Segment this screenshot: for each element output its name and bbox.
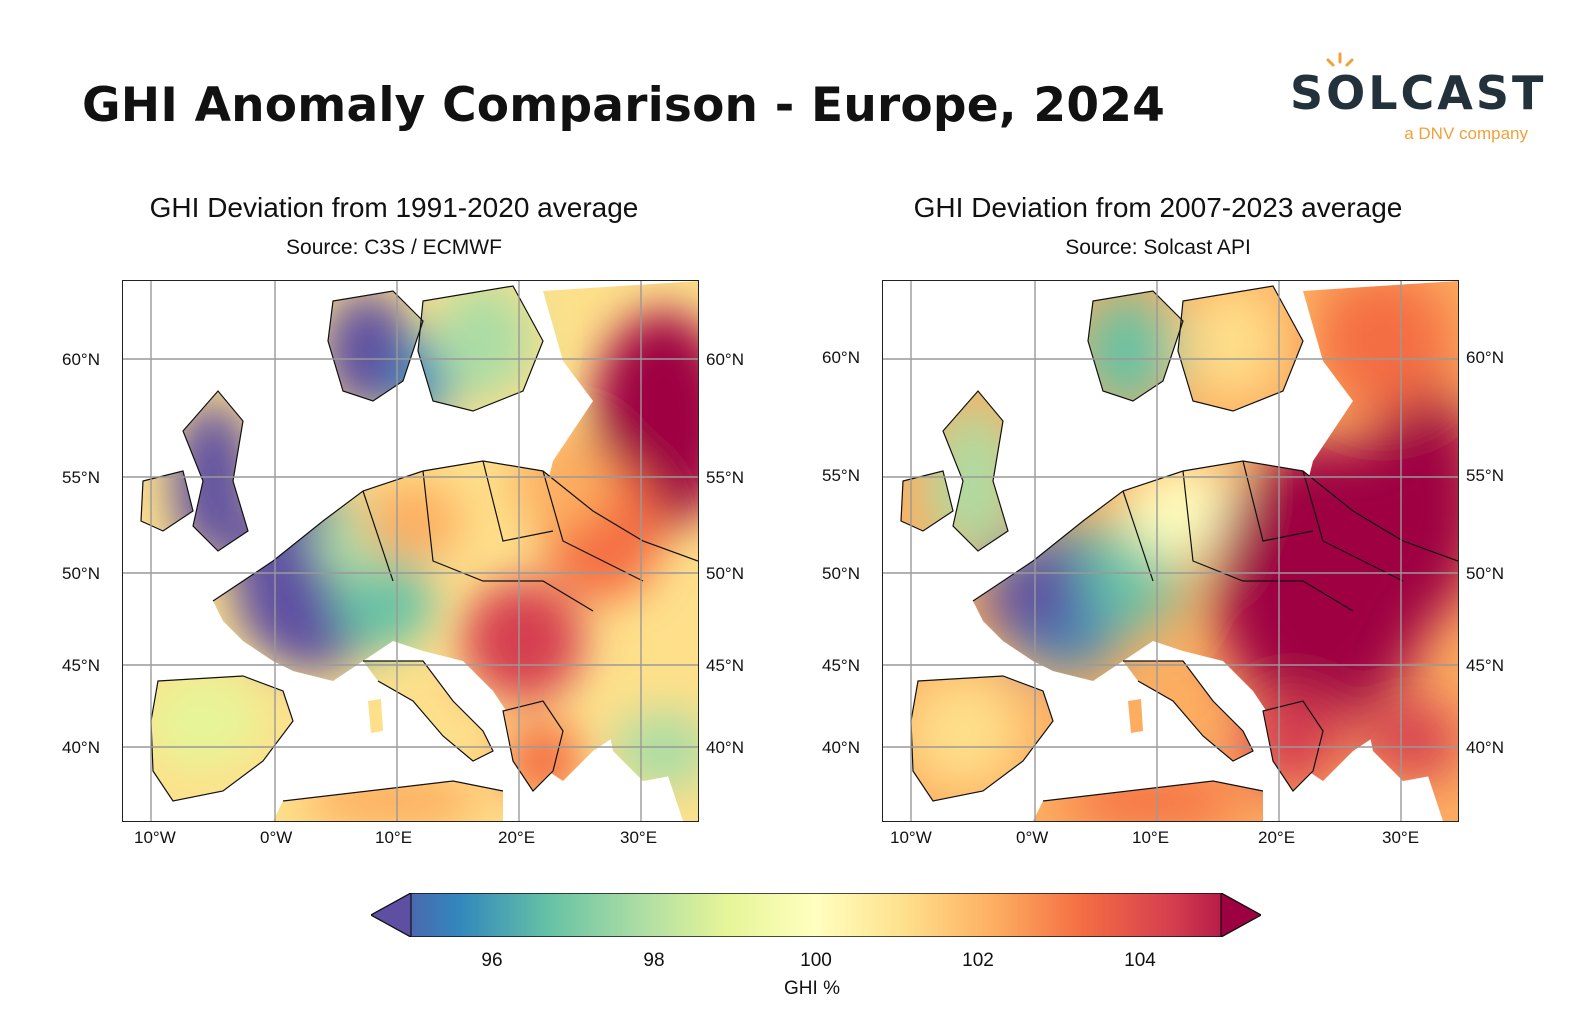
- lat-tick-right: 60°N: [706, 350, 744, 369]
- lat-tick-right: 55°N: [706, 468, 744, 487]
- lat-tick-right: 45°N: [706, 656, 744, 675]
- panel-2-subtitle: Source: Solcast API: [1065, 236, 1251, 259]
- lat-tick-right: 60°N: [1466, 348, 1504, 367]
- lon-tick: 0°W: [1016, 828, 1049, 847]
- lon-tick: 30°E: [620, 828, 658, 847]
- solcast-logo: SOLCAST a DNV company: [1290, 52, 1543, 158]
- colorbar-title: GHI %: [784, 978, 840, 999]
- lat-tick-right: 50°N: [1466, 564, 1504, 583]
- logo-wordmark: SOLCAST: [1290, 66, 1547, 120]
- lon-tick: 30°E: [1382, 828, 1420, 847]
- lon-tick: 10°W: [890, 828, 932, 847]
- lat-tick-left: 55°N: [822, 466, 860, 485]
- map-panel-2: [882, 280, 1459, 822]
- lat-tick-left: 40°N: [62, 738, 100, 757]
- lon-tick: 10°E: [375, 828, 413, 847]
- lat-tick-right: 45°N: [1466, 656, 1504, 675]
- lon-tick: 10°W: [134, 828, 176, 847]
- map-panel-1: [122, 280, 699, 822]
- lat-tick-right: 40°N: [1466, 738, 1504, 757]
- colorbar-tick: 96: [481, 950, 503, 971]
- colorbar: [371, 893, 1261, 937]
- lat-tick-right: 55°N: [1466, 466, 1504, 485]
- lat-tick-left: 60°N: [62, 350, 100, 369]
- lat-tick-left: 55°N: [62, 468, 100, 487]
- lat-tick-left: 45°N: [62, 656, 100, 675]
- colorbar-tick: 104: [1124, 950, 1156, 971]
- lat-tick-left: 45°N: [822, 656, 860, 675]
- colorbar-tick: 100: [800, 950, 832, 971]
- lat-tick-right: 40°N: [706, 738, 744, 757]
- sun-icon: [1326, 52, 1354, 67]
- lat-tick-left: 60°N: [822, 348, 860, 367]
- anomaly-map-2: [883, 281, 1458, 821]
- lon-tick: 10°E: [1132, 828, 1170, 847]
- panel-1-subtitle: Source: C3S / ECMWF: [286, 236, 502, 259]
- lon-tick: 0°W: [260, 828, 293, 847]
- lat-tick-left: 40°N: [822, 738, 860, 757]
- main-title: GHI Anomaly Comparison - Europe, 2024: [82, 78, 1166, 133]
- lon-tick: 20°E: [498, 828, 536, 847]
- colorbar-tick: 102: [962, 950, 994, 971]
- logo-subtitle: a DNV company: [1404, 124, 1528, 143]
- anomaly-map-1: [123, 281, 698, 821]
- panel-2-title: GHI Deviation from 2007-2023 average: [913, 192, 1403, 223]
- panel-1-title: GHI Deviation from 1991-2020 average: [149, 192, 639, 223]
- lon-tick: 20°E: [1258, 828, 1296, 847]
- lat-tick-left: 50°N: [62, 564, 100, 583]
- colorbar-tick: 98: [643, 950, 665, 971]
- lat-tick-left: 50°N: [822, 564, 860, 583]
- lat-tick-right: 50°N: [706, 564, 744, 583]
